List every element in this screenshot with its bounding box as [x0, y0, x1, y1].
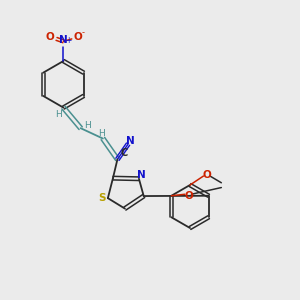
Text: O: O [202, 169, 211, 180]
Text: +: + [66, 36, 72, 45]
Text: H: H [98, 129, 105, 138]
Text: O: O [74, 32, 82, 41]
Text: N: N [137, 170, 146, 180]
Text: N: N [59, 35, 68, 45]
Text: H: H [55, 110, 62, 119]
Text: N: N [126, 136, 134, 146]
Text: -: - [81, 28, 84, 38]
Text: O: O [184, 191, 193, 201]
Text: C: C [120, 148, 128, 158]
Text: H: H [84, 121, 91, 130]
Text: S: S [99, 193, 106, 203]
Text: O: O [46, 32, 54, 41]
